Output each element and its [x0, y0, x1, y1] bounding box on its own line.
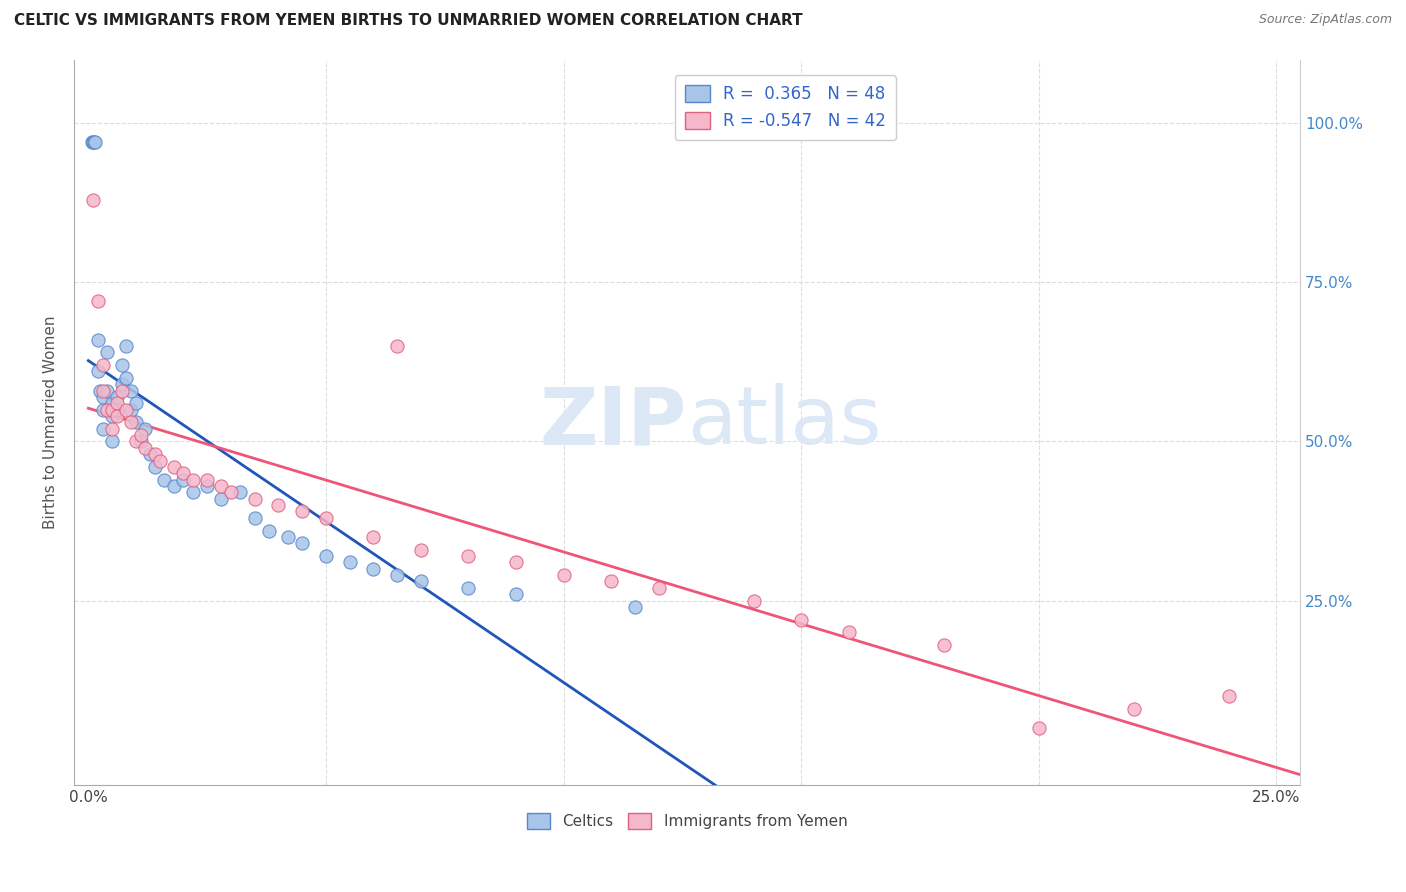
Point — [505, 555, 527, 569]
Point — [1122, 702, 1144, 716]
Point — [600, 574, 623, 589]
Point — [101, 402, 124, 417]
Point — [110, 358, 132, 372]
Point — [457, 549, 479, 563]
Point — [243, 491, 266, 506]
Point — [101, 434, 124, 449]
Point — [243, 510, 266, 524]
Point — [129, 434, 152, 449]
Point — [139, 447, 162, 461]
Point — [229, 485, 252, 500]
Point — [195, 473, 218, 487]
Point — [82, 136, 104, 150]
Point — [82, 193, 104, 207]
Point — [125, 434, 148, 449]
Text: CELTIC VS IMMIGRANTS FROM YEMEN BIRTHS TO UNMARRIED WOMEN CORRELATION CHART: CELTIC VS IMMIGRANTS FROM YEMEN BIRTHS T… — [14, 13, 803, 29]
Point — [120, 415, 142, 429]
Point — [120, 402, 142, 417]
Text: atlas: atlas — [688, 384, 882, 461]
Legend: Celtics, Immigrants from Yemen: Celtics, Immigrants from Yemen — [520, 807, 853, 836]
Point — [91, 358, 114, 372]
Point — [87, 333, 110, 347]
Point — [110, 377, 132, 392]
Point — [96, 402, 118, 417]
Point — [96, 345, 118, 359]
Point — [505, 587, 527, 601]
Point — [363, 562, 385, 576]
Point — [291, 536, 314, 550]
Point — [647, 581, 669, 595]
Point — [195, 479, 218, 493]
Point — [181, 473, 204, 487]
Point — [1218, 689, 1240, 703]
Point — [87, 294, 110, 309]
Point — [143, 447, 166, 461]
Point — [219, 485, 242, 500]
Point — [120, 384, 142, 398]
Y-axis label: Births to Unmarried Women: Births to Unmarried Women — [44, 316, 58, 529]
Point — [91, 422, 114, 436]
Point — [82, 136, 104, 150]
Point — [84, 136, 107, 150]
Text: ZIP: ZIP — [540, 384, 688, 461]
Point — [742, 593, 765, 607]
Point — [277, 530, 299, 544]
Point — [91, 384, 114, 398]
Point — [457, 581, 479, 595]
Point — [267, 498, 290, 512]
Point — [209, 491, 232, 506]
Point — [101, 409, 124, 423]
Point — [409, 574, 432, 589]
Point — [110, 384, 132, 398]
Point — [172, 467, 194, 481]
Point — [125, 415, 148, 429]
Point — [623, 599, 645, 614]
Point — [163, 479, 186, 493]
Point — [115, 371, 138, 385]
Point — [363, 530, 385, 544]
Point — [96, 384, 118, 398]
Point — [143, 459, 166, 474]
Point — [291, 504, 314, 518]
Point — [115, 402, 138, 417]
Point — [153, 473, 176, 487]
Point — [838, 625, 860, 640]
Point — [105, 390, 128, 404]
Point — [105, 396, 128, 410]
Point — [339, 555, 361, 569]
Point — [101, 422, 124, 436]
Point — [105, 402, 128, 417]
Point — [209, 479, 232, 493]
Point — [163, 459, 186, 474]
Point — [315, 510, 337, 524]
Point — [387, 339, 409, 353]
Point — [125, 396, 148, 410]
Point — [172, 473, 194, 487]
Point — [790, 613, 813, 627]
Point — [315, 549, 337, 563]
Point — [83, 136, 105, 150]
Point — [1028, 721, 1050, 735]
Point — [129, 428, 152, 442]
Point — [115, 339, 138, 353]
Point — [134, 422, 156, 436]
Text: Source: ZipAtlas.com: Source: ZipAtlas.com — [1258, 13, 1392, 27]
Point — [101, 396, 124, 410]
Point — [387, 568, 409, 582]
Point — [181, 485, 204, 500]
Point — [257, 524, 280, 538]
Point — [149, 453, 172, 467]
Point — [553, 568, 575, 582]
Point — [134, 441, 156, 455]
Point — [91, 390, 114, 404]
Point — [87, 364, 110, 378]
Point — [91, 402, 114, 417]
Point — [932, 638, 955, 652]
Point — [105, 409, 128, 423]
Point — [89, 384, 111, 398]
Point — [409, 542, 432, 557]
